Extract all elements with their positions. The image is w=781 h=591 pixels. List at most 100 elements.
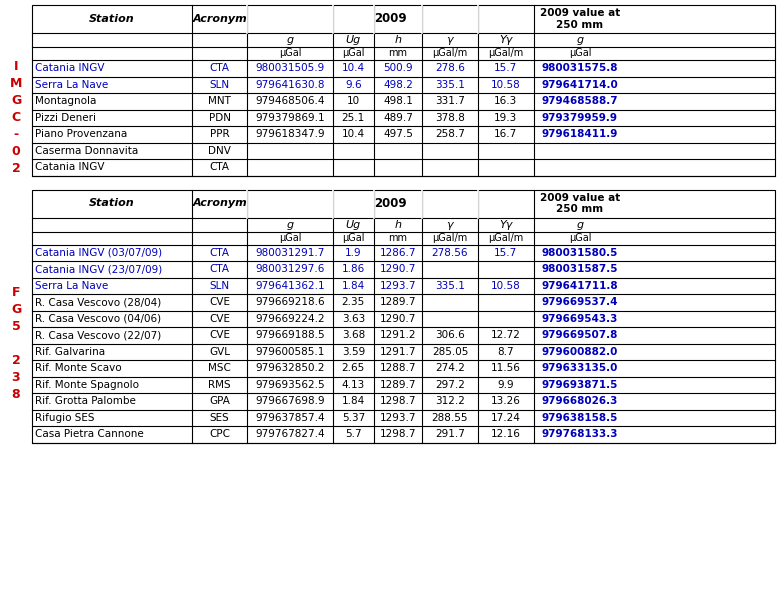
Text: DNV: DNV <box>209 146 231 156</box>
Text: g: g <box>576 35 583 45</box>
Text: SLN: SLN <box>209 80 230 90</box>
Text: PPR: PPR <box>210 129 230 139</box>
Text: Serra La Nave: Serra La Nave <box>35 281 109 291</box>
Text: 979632850.2: 979632850.2 <box>255 363 325 374</box>
Text: 979641711.8: 979641711.8 <box>542 281 619 291</box>
Text: 306.6: 306.6 <box>435 330 465 340</box>
Text: 497.5: 497.5 <box>383 129 413 139</box>
Text: 25.1: 25.1 <box>342 113 365 123</box>
Text: 1.86: 1.86 <box>342 264 365 274</box>
Text: g: g <box>576 219 583 229</box>
Text: Ug: Ug <box>346 219 361 229</box>
Text: Rif. Galvarina: Rif. Galvarina <box>35 347 105 357</box>
Text: Rifugio SES: Rifugio SES <box>35 413 95 423</box>
Text: 5.37: 5.37 <box>342 413 365 423</box>
Text: 979637857.4: 979637857.4 <box>255 413 325 423</box>
Text: 12.16: 12.16 <box>490 429 521 439</box>
Text: 1291.2: 1291.2 <box>380 330 416 340</box>
Text: CVE: CVE <box>209 314 230 324</box>
Text: μGal/m: μGal/m <box>433 48 468 59</box>
Text: 2.35: 2.35 <box>342 297 365 307</box>
Text: 979618411.9: 979618411.9 <box>542 129 618 139</box>
Text: 498.2: 498.2 <box>383 80 413 90</box>
Text: μGal: μGal <box>569 48 591 59</box>
Text: μGal: μGal <box>342 48 365 59</box>
Text: h: h <box>394 35 401 45</box>
Text: Ug: Ug <box>346 35 361 45</box>
Text: 3.68: 3.68 <box>342 330 365 340</box>
Text: F
G
5
 
2
3
8: F G 5 2 3 8 <box>11 286 21 401</box>
Text: GVL: GVL <box>209 347 230 357</box>
Text: 12.72: 12.72 <box>490 330 521 340</box>
Text: 10.58: 10.58 <box>490 281 521 291</box>
Text: 979379959.9: 979379959.9 <box>542 113 618 123</box>
Text: 1.84: 1.84 <box>342 281 365 291</box>
Text: 1298.7: 1298.7 <box>380 429 416 439</box>
Text: 979379869.1: 979379869.1 <box>255 113 325 123</box>
Text: 1288.7: 1288.7 <box>380 363 416 374</box>
Text: 979641630.8: 979641630.8 <box>255 80 325 90</box>
Text: Pizzi Deneri: Pizzi Deneri <box>35 113 96 123</box>
Text: MSC: MSC <box>209 363 231 374</box>
Text: 16.7: 16.7 <box>494 129 517 139</box>
Text: γ: γ <box>447 219 453 229</box>
Text: μGal/m: μGal/m <box>488 233 523 243</box>
Text: CTA: CTA <box>209 63 230 73</box>
Text: 15.7: 15.7 <box>494 248 517 258</box>
Text: Catania INGV: Catania INGV <box>35 163 105 172</box>
Text: μGal/m: μGal/m <box>433 233 468 243</box>
Text: 979669543.3: 979669543.3 <box>542 314 618 324</box>
Text: 979641362.1: 979641362.1 <box>255 281 325 291</box>
Text: CVE: CVE <box>209 297 230 307</box>
Text: Rif. Monte Spagnolo: Rif. Monte Spagnolo <box>35 380 139 389</box>
Text: g: g <box>287 219 294 229</box>
Text: 19.3: 19.3 <box>494 113 517 123</box>
Text: 274.2: 274.2 <box>435 363 465 374</box>
Text: Caserma Donnavita: Caserma Donnavita <box>35 146 138 156</box>
Text: 1289.7: 1289.7 <box>380 380 416 389</box>
Text: 5.7: 5.7 <box>345 429 362 439</box>
Text: 2009 value at
250 mm: 2009 value at 250 mm <box>540 193 620 215</box>
Text: 9.9: 9.9 <box>497 380 514 389</box>
Text: Rif. Grotta Palombe: Rif. Grotta Palombe <box>35 396 136 406</box>
Text: CTA: CTA <box>209 248 230 258</box>
Text: 2009: 2009 <box>374 197 407 210</box>
Text: 980031587.5: 980031587.5 <box>542 264 619 274</box>
Text: MNT: MNT <box>209 96 231 106</box>
Text: 15.7: 15.7 <box>494 63 517 73</box>
Text: R. Casa Vescovo (22/07): R. Casa Vescovo (22/07) <box>35 330 161 340</box>
Text: h: h <box>394 219 401 229</box>
Text: 980031575.8: 980031575.8 <box>542 63 619 73</box>
Text: 979668026.3: 979668026.3 <box>542 396 618 406</box>
Text: 16.3: 16.3 <box>494 96 517 106</box>
Text: 4.13: 4.13 <box>342 380 365 389</box>
Text: 312.2: 312.2 <box>435 396 465 406</box>
Text: 331.7: 331.7 <box>435 96 465 106</box>
Text: 9.6: 9.6 <box>345 80 362 90</box>
Text: Catania INGV (23/07/09): Catania INGV (23/07/09) <box>35 264 162 274</box>
Text: 979767827.4: 979767827.4 <box>255 429 325 439</box>
Text: Yγ: Yγ <box>499 219 512 229</box>
Bar <box>32 5 775 176</box>
Text: I
M
G
C
-
0
2: I M G C - 0 2 <box>10 60 22 176</box>
Text: Catania INGV: Catania INGV <box>35 63 105 73</box>
Text: 278.56: 278.56 <box>432 248 468 258</box>
Text: 2009: 2009 <box>374 12 407 25</box>
Text: 10.4: 10.4 <box>342 129 365 139</box>
Text: 2009 value at
250 mm: 2009 value at 250 mm <box>540 8 620 30</box>
Text: 979468588.7: 979468588.7 <box>542 96 619 106</box>
Text: PDN: PDN <box>209 113 230 123</box>
Text: 979600882.0: 979600882.0 <box>542 347 618 357</box>
Text: 335.1: 335.1 <box>435 281 465 291</box>
Text: 979600585.1: 979600585.1 <box>255 347 325 357</box>
Text: Piano Provenzana: Piano Provenzana <box>35 129 127 139</box>
Text: Serra La Nave: Serra La Nave <box>35 80 109 90</box>
Text: 979667698.9: 979667698.9 <box>255 396 325 406</box>
Text: 2.65: 2.65 <box>342 363 365 374</box>
Text: 1290.7: 1290.7 <box>380 314 416 324</box>
Text: CTA: CTA <box>209 163 230 172</box>
Text: Catania INGV (03/07/09): Catania INGV (03/07/09) <box>35 248 162 258</box>
Text: Acronym: Acronym <box>192 14 247 24</box>
Text: 979669218.6: 979669218.6 <box>255 297 325 307</box>
Text: Rif. Monte Scavo: Rif. Monte Scavo <box>35 363 122 374</box>
